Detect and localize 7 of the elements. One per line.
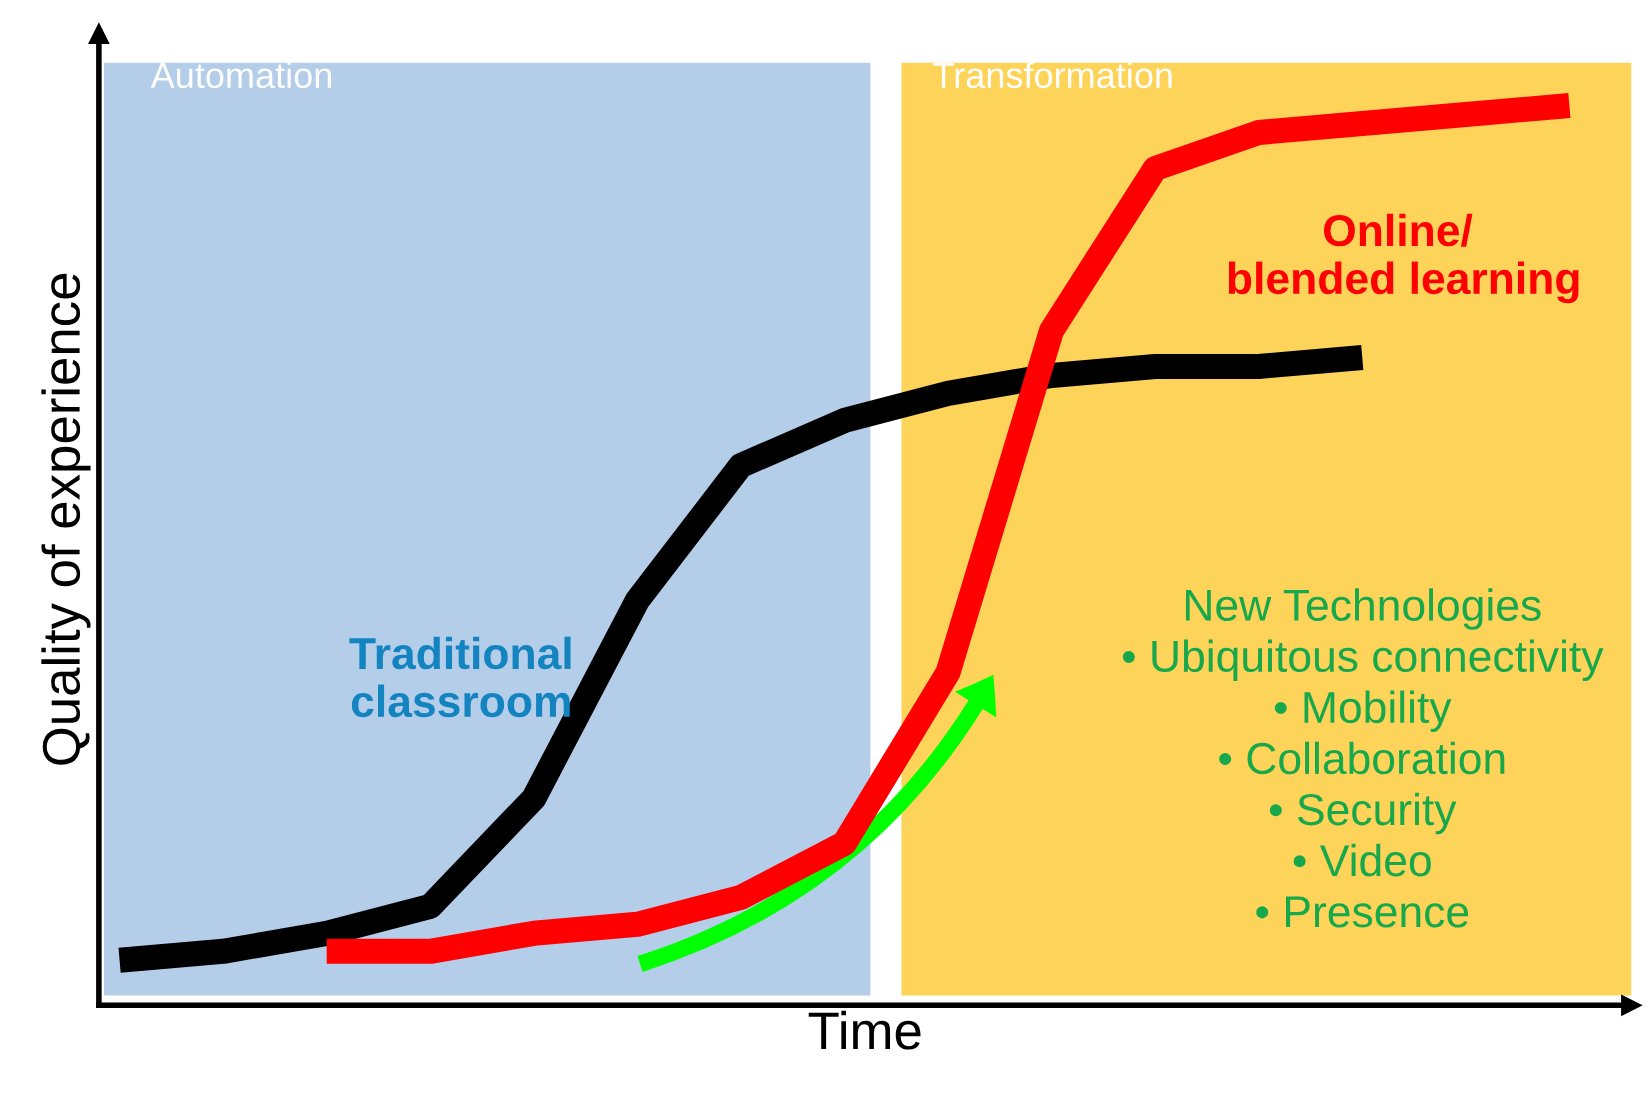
series-label: Traditional classroom [349,636,571,718]
text: Transformation [933,61,1172,89]
annotation: New Technologies • Ubiquitous connectivity • Mobility • Collaboration • Security • Video • Presence [1122,588,1604,928]
x-axis-title: Time [808,1010,921,1050]
y-axis-title: Quality of experience [41,273,91,765]
series-label: Online/ blended learning [1228,213,1579,304]
text: Automation [150,61,331,89]
